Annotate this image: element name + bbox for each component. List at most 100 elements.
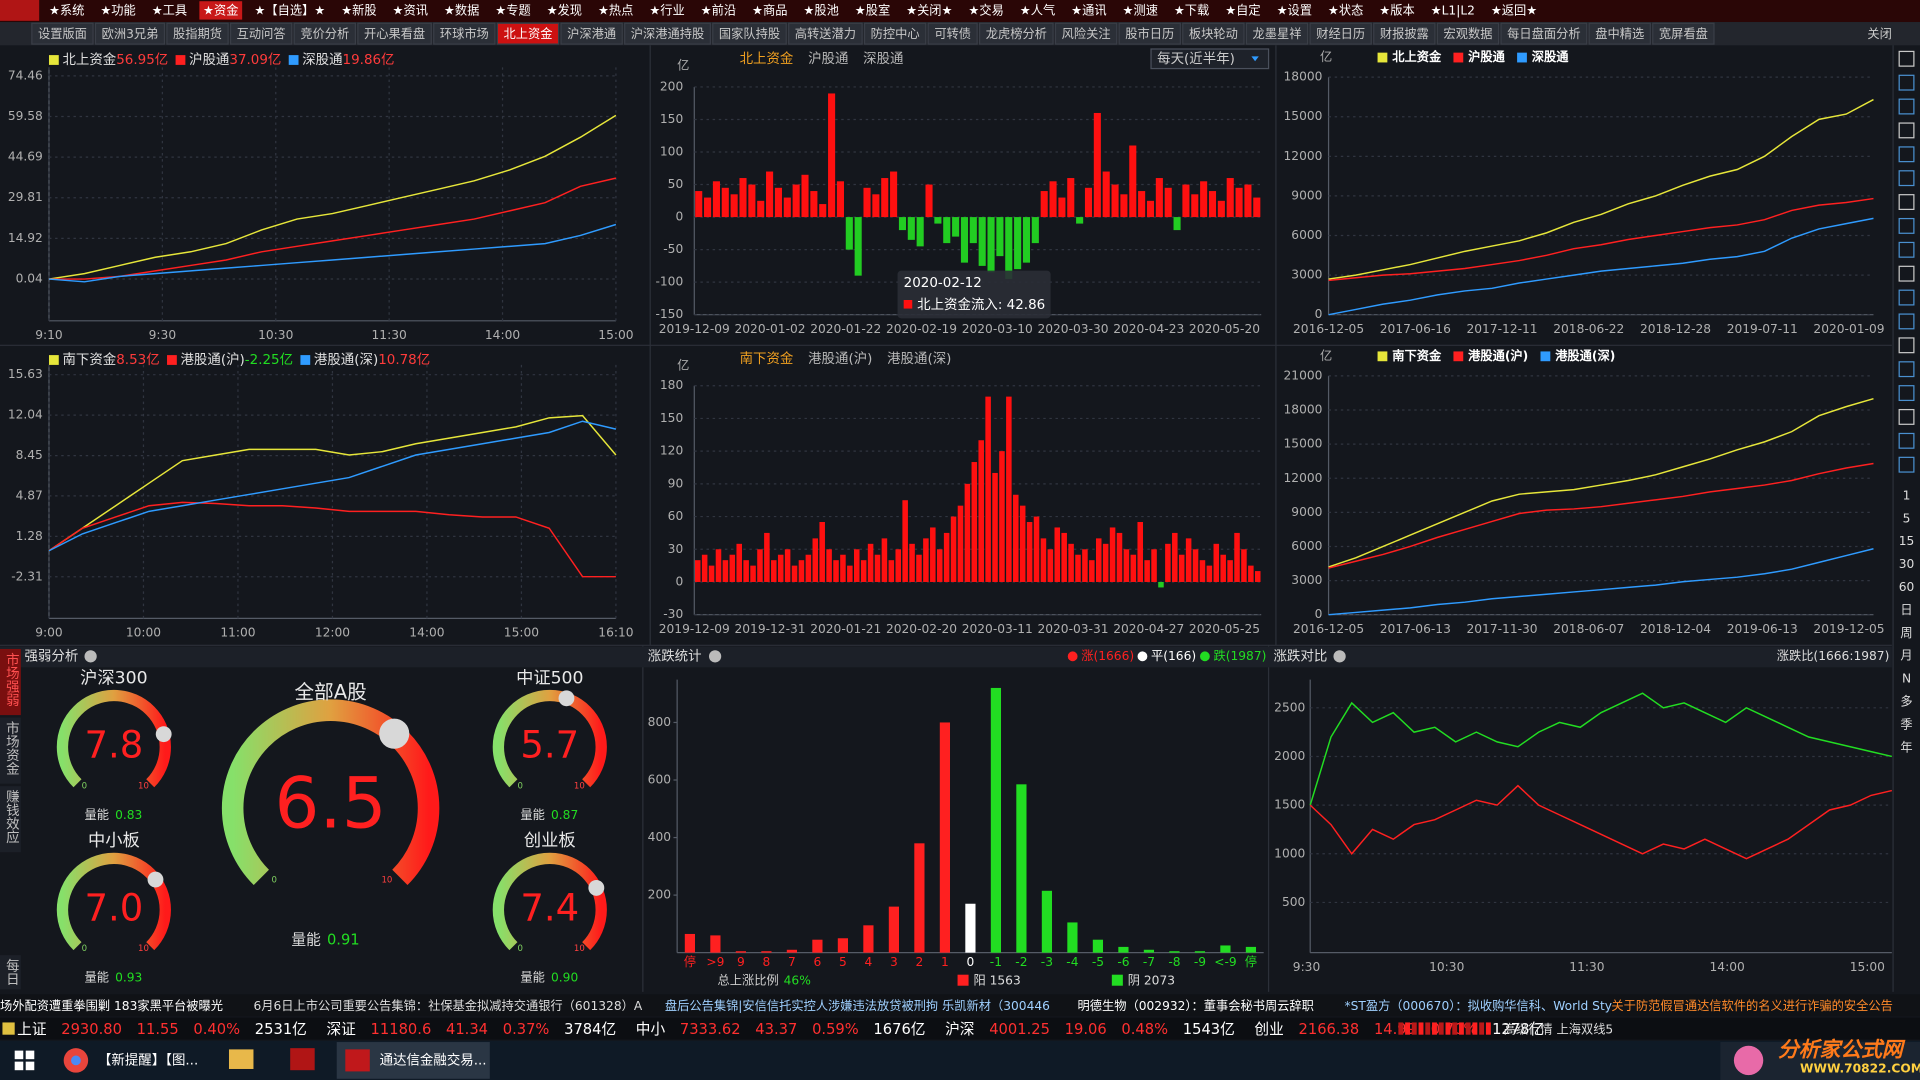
dropdown-label[interactable]: 每天(近半年) <box>1157 51 1235 67</box>
tab[interactable]: 龙虎榜分析 <box>986 26 1047 41</box>
sidebar-icon[interactable] <box>1898 265 1915 282</box>
menu-item[interactable]: ★返回★ <box>1491 4 1537 18</box>
menu-item[interactable]: ★新股 <box>341 3 376 18</box>
sidebar-period[interactable]: 60 <box>1899 580 1915 594</box>
news-item[interactable]: *ST盈方（000670）：拟收购华信科、World Sty <box>1344 998 1612 1013</box>
menu-item[interactable]: ★功能 <box>100 4 135 18</box>
menu-item[interactable]: ★系统 <box>49 4 84 18</box>
menu-item[interactable]: ★热点 <box>598 4 633 18</box>
sidebar-icon[interactable] <box>1898 361 1915 378</box>
sidebar-icon[interactable] <box>1898 170 1915 187</box>
menu-item[interactable]: ★专题 <box>495 3 530 18</box>
menu-item[interactable]: ★资金 <box>203 3 238 18</box>
sidebar-icon[interactable] <box>1898 408 1915 425</box>
sidebar-icon[interactable] <box>1898 146 1915 163</box>
menu-item[interactable]: ★商品 <box>752 3 787 18</box>
tab[interactable]: 沪深港通 <box>567 27 616 41</box>
sidebar-icon[interactable] <box>1898 194 1915 210</box>
dropdown[interactable] <box>1150 48 1270 70</box>
tab[interactable]: 盘中精选 <box>1595 26 1644 41</box>
tab[interactable]: 可转债 <box>934 26 971 41</box>
sidebar-period[interactable]: 1 <box>1903 488 1911 502</box>
sidebar-period[interactable]: 30 <box>1899 557 1915 571</box>
sidebar-icon[interactable] <box>1898 432 1915 449</box>
sidebar-period[interactable]: 15 <box>1899 534 1915 548</box>
side-tab-bg[interactable] <box>0 786 21 853</box>
menu-item[interactable]: ★状态 <box>1328 4 1363 18</box>
menu-item[interactable]: ★股室 <box>855 3 890 18</box>
menu-item[interactable]: ★资讯 <box>393 4 428 18</box>
menu-item[interactable]: ★人气 <box>1020 3 1055 18</box>
chart-tab[interactable]: 港股通(深) <box>887 351 951 367</box>
sidebar-period[interactable]: 5 <box>1903 511 1911 525</box>
side-tab[interactable]: 市场资金 <box>3 720 20 775</box>
tab[interactable]: 宽屏看盘 <box>1659 26 1708 41</box>
sidebar-icon[interactable] <box>1898 289 1915 306</box>
sidebar-icon[interactable] <box>1898 98 1915 115</box>
tab[interactable]: 设置版面 <box>38 27 87 41</box>
side-tab-bg[interactable] <box>0 955 21 990</box>
tab[interactable]: 股市日历 <box>1125 26 1174 41</box>
tab[interactable]: 防控中心 <box>871 26 920 41</box>
menu-item[interactable]: ★关闭★ <box>906 4 952 18</box>
folder-icon[interactable] <box>228 1049 254 1069</box>
news-item[interactable]: 关于防范假冒通达信软件的名义进行诈骗的安全公告 <box>1611 998 1892 1013</box>
sidebar-period[interactable]: 月 <box>1900 649 1912 663</box>
tab[interactable]: 北上资金 <box>504 26 553 41</box>
sidebar-icon[interactable] <box>1898 50 1915 67</box>
tab[interactable]: 财经日历 <box>1316 27 1365 41</box>
menu-item[interactable]: ★行业 <box>649 4 684 18</box>
tab[interactable]: 国家队持股 <box>719 26 780 41</box>
task-label[interactable]: 通达信金融交易... <box>380 1051 487 1068</box>
menu-item[interactable]: ★版本 <box>1379 4 1414 18</box>
chart-tab[interactable]: 港股通(沪) <box>808 351 872 367</box>
tab[interactable]: 板块轮动 <box>1189 27 1238 41</box>
app-icon[interactable] <box>290 1048 315 1071</box>
menu-item[interactable]: ★通讯 <box>1071 4 1106 18</box>
sidebar-icon[interactable] <box>1898 385 1915 402</box>
menu-item[interactable]: ★测速 <box>1123 4 1158 18</box>
tab[interactable]: 每日盘面分析 <box>1507 26 1580 41</box>
side-tab[interactable]: 每日 <box>3 959 20 986</box>
sidebar-period[interactable]: 年 <box>1900 740 1912 754</box>
tab[interactable]: 龙墨星祥 <box>1253 27 1302 41</box>
tab[interactable]: 财报披露 <box>1380 26 1429 41</box>
menu-item[interactable]: ★L1|L2 <box>1431 4 1475 19</box>
tab[interactable]: 环球市场 <box>440 26 489 41</box>
sidebar-period[interactable]: 日 <box>1900 603 1912 617</box>
sidebar-icon[interactable] <box>1898 74 1915 91</box>
chart-tab[interactable]: 沪股通 <box>808 51 849 67</box>
side-tab-bg[interactable] <box>0 717 21 784</box>
menu-item[interactable]: ★【自选】★ <box>254 4 325 18</box>
sidebar-icon[interactable] <box>1898 313 1915 330</box>
menu-item[interactable]: ★股池 <box>803 4 838 18</box>
tab[interactable]: 股指期货 <box>173 26 222 41</box>
sidebar-period[interactable]: 季 <box>1900 717 1912 731</box>
sidebar-icon[interactable] <box>1898 456 1915 473</box>
menu-item[interactable]: ★发现 <box>547 3 582 18</box>
sidebar-icon[interactable] <box>1898 241 1915 258</box>
menu-item[interactable]: ★自定 <box>1225 3 1260 18</box>
menu-item[interactable]: ★下载 <box>1174 4 1209 18</box>
side-tab[interactable]: 市场强弱 <box>3 651 20 706</box>
task-label[interactable]: 【新提醒】【图... <box>98 1052 198 1068</box>
sidebar-icon[interactable] <box>1898 122 1915 139</box>
news-item[interactable]: 明德生物（002932）：董事会秘书周云辞职 <box>1078 998 1314 1013</box>
sidebar-period[interactable]: 周 <box>1900 626 1912 640</box>
sidebar-period[interactable]: N <box>1902 672 1911 686</box>
side-tab[interactable]: 赚钱效应 <box>3 790 20 844</box>
sidebar-icon[interactable] <box>1898 337 1915 354</box>
tab[interactable]: 风险关注 <box>1062 26 1111 41</box>
tab-close[interactable]: 关闭 <box>1867 27 1891 41</box>
tab[interactable]: 竞价分析 <box>300 27 349 41</box>
tab[interactable]: 高转送潜力 <box>795 26 856 41</box>
chart-tab[interactable]: 深股通 <box>863 51 904 67</box>
tab[interactable]: 欧洲3兄弟 <box>102 27 159 41</box>
tab[interactable]: 开心果看盘 <box>364 26 425 41</box>
menu-item[interactable]: ★数据 <box>444 3 479 18</box>
menu-item[interactable]: ★设置 <box>1277 4 1312 18</box>
menu-item[interactable]: ★工具 <box>152 4 187 18</box>
chart-tab[interactable]: 北上资金 <box>740 51 794 67</box>
sidebar-period[interactable]: 多 <box>1900 695 1912 709</box>
news-item[interactable]: 盘后公告集锦|安信信托实控人涉嫌违法放贷被刑拘 乐凯新材（300446 <box>665 998 1050 1014</box>
